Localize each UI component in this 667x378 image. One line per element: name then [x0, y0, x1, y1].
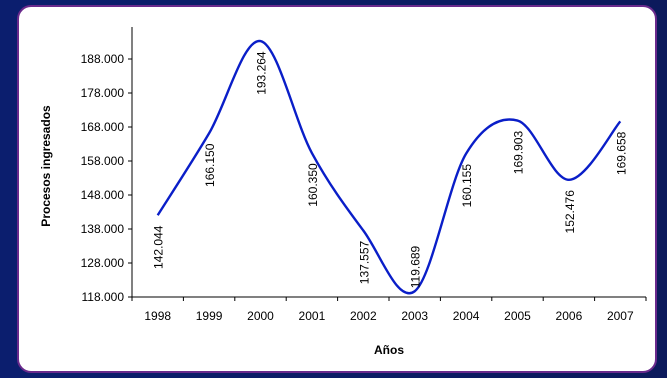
y-tick-label: 188.000: [81, 52, 125, 66]
x-tick-label: 2003: [401, 309, 428, 323]
y-tick-label: 138.000: [81, 222, 125, 236]
x-tick-label: 2001: [299, 309, 326, 323]
data-label: 160.350: [306, 163, 320, 207]
y-tick-label: 118.000: [82, 290, 125, 304]
y-axis-title: Procesos ingresados: [39, 105, 53, 227]
data-label: 152.476: [563, 190, 577, 234]
x-tick-label: 1999: [196, 309, 223, 323]
y-tick-label: 128.000: [81, 256, 125, 270]
data-label: 119.689: [409, 245, 423, 288]
x-tick-label: 2005: [504, 309, 531, 323]
series-line: [156, 39, 622, 295]
x-ticks: 1998 1999 2000 2001 2002 2003 2004 2005 2006 2007: [131, 297, 647, 323]
data-label: 166.150: [203, 143, 217, 187]
y-tick-label: 168.000: [81, 120, 125, 134]
data-labels: 142.044 166.150 193.264 160.350 137.557 119.6…: [152, 51, 629, 288]
x-tick-label: 2002: [350, 309, 377, 323]
x-tick-label: 1998: [144, 309, 171, 323]
y-tick-label: 178.000: [81, 86, 125, 100]
y-ticks: 118.000 128.000 138.000 148.000 158.000 168.0…: [81, 52, 132, 304]
data-label: 160.155: [460, 164, 474, 208]
chart-svg: 118.000 128.000 138.000 148.000 158.000 168.0…: [39, 27, 647, 357]
data-label: 137.557: [357, 240, 371, 284]
x-tick-label: 2000: [247, 309, 274, 323]
data-label: 142.044: [152, 225, 166, 269]
x-tick-label: 2006: [556, 309, 583, 323]
x-tick-label: 2007: [607, 309, 634, 323]
chart-axes: 118.000 128.000 138.000 148.000 158.000 168.0…: [81, 27, 647, 323]
x-tick-label: 2004: [453, 309, 480, 323]
data-label: 193.264: [255, 51, 269, 95]
chart-panel: 118.000 128.000 138.000 148.000 158.000 168.0…: [17, 5, 657, 373]
y-tick-label: 158.000: [81, 154, 125, 168]
data-label: 169.903: [512, 131, 526, 175]
data-label: 169.658: [614, 131, 628, 175]
y-tick-label: 148.000: [81, 188, 125, 202]
x-axis-title: Años: [374, 343, 404, 357]
